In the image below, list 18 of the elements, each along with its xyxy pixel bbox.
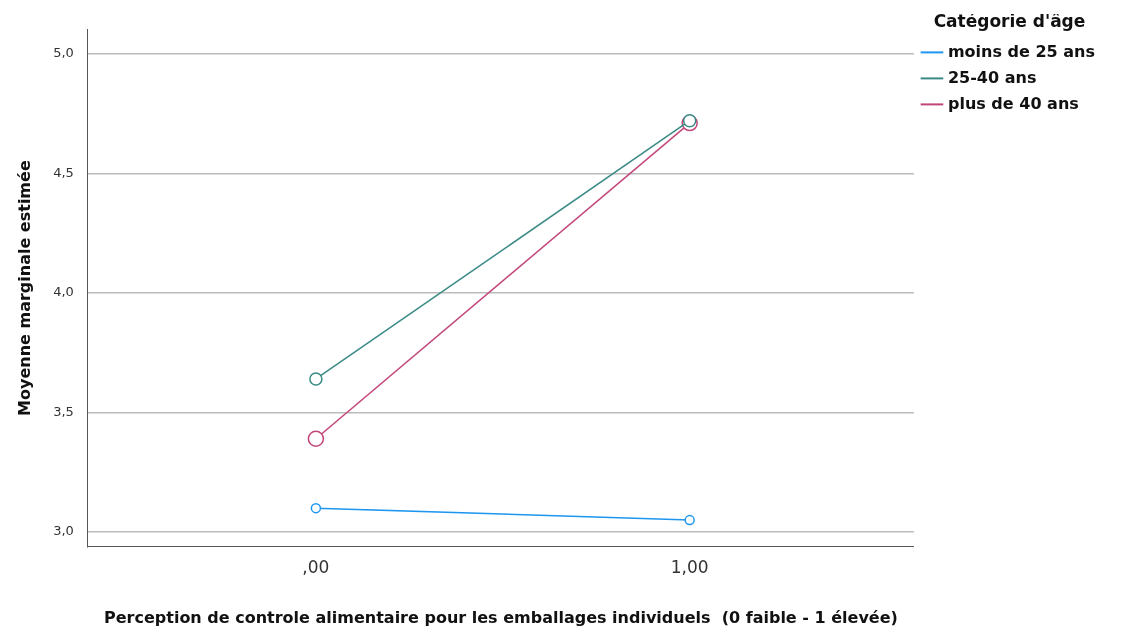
y-tick-label: 3,5 — [53, 403, 74, 419]
point — [309, 372, 323, 386]
x-axis-title: Perception de controle alimentaire pour les emballages individuels (0 faible - 1 élevée) — [103, 607, 898, 627]
x-tick-label: 1,00 — [670, 557, 709, 578]
legend-title: Catégorie d'âge — [933, 10, 1086, 31]
y-axis-title: Moyenne marginale estimée — [14, 160, 34, 416]
y-tick-label: 5,0 — [53, 45, 74, 61]
point — [684, 514, 695, 526]
point — [307, 430, 325, 448]
y-tick-label: 4,5 — [53, 164, 74, 180]
legend-label: moins de 25 ans — [947, 41, 1096, 61]
legend-label: plus de 40 ans — [947, 93, 1079, 113]
legend-label: 25-40 ans — [947, 67, 1037, 87]
point — [310, 502, 322, 514]
point — [682, 113, 697, 128]
y-tick-label: 3,0 — [53, 523, 74, 539]
y-tick-label: 4,0 — [53, 284, 74, 300]
x-tick-label: ,00 — [302, 557, 330, 578]
